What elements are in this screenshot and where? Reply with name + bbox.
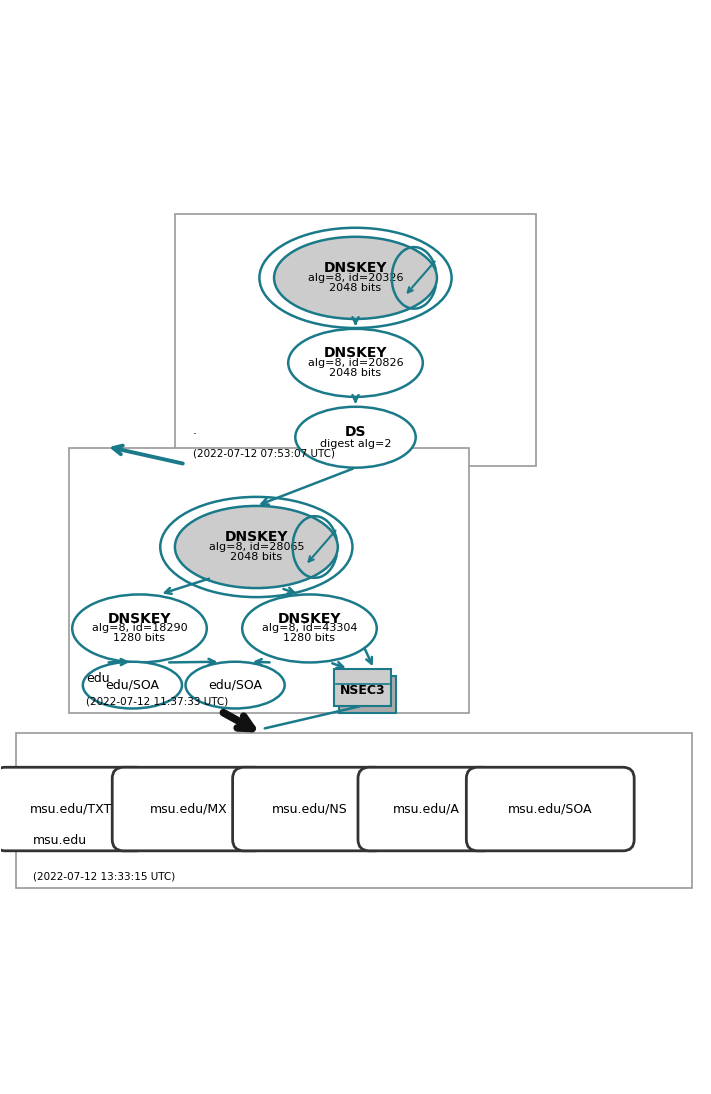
Text: alg=8, id=43304: alg=8, id=43304 <box>262 624 357 633</box>
Text: DNSKEY: DNSKEY <box>324 346 387 360</box>
FancyBboxPatch shape <box>339 676 396 712</box>
Text: DS: DS <box>345 424 366 439</box>
Ellipse shape <box>83 662 182 709</box>
Text: msu.edu/NS: msu.edu/NS <box>272 803 348 815</box>
Text: msu.edu: msu.edu <box>33 835 87 847</box>
Ellipse shape <box>295 407 416 467</box>
Ellipse shape <box>274 236 437 319</box>
Text: edu/SOA: edu/SOA <box>208 678 262 691</box>
Text: edu: edu <box>86 672 110 685</box>
Ellipse shape <box>175 505 338 589</box>
Text: msu.edu/TXT: msu.edu/TXT <box>30 803 112 815</box>
Text: 1280 bits: 1280 bits <box>114 633 166 643</box>
Text: 1280 bits: 1280 bits <box>284 633 336 643</box>
Text: edu/SOA: edu/SOA <box>105 678 159 691</box>
Text: DNSKEY: DNSKEY <box>108 612 171 626</box>
FancyBboxPatch shape <box>175 214 536 466</box>
Ellipse shape <box>73 594 207 663</box>
Text: alg=8, id=28065: alg=8, id=28065 <box>208 542 304 552</box>
Text: DNSKEY: DNSKEY <box>225 531 288 544</box>
Text: digest alg=2: digest alg=2 <box>320 440 391 450</box>
Text: (2022-07-12 13:33:15 UTC): (2022-07-12 13:33:15 UTC) <box>33 871 176 882</box>
Text: .: . <box>193 424 197 438</box>
Text: msu.edu/SOA: msu.edu/SOA <box>508 803 592 815</box>
FancyBboxPatch shape <box>334 668 391 706</box>
Text: (2022-07-12 11:37:33 UTC): (2022-07-12 11:37:33 UTC) <box>86 697 229 707</box>
Text: (2022-07-12 07:53:07 UTC): (2022-07-12 07:53:07 UTC) <box>193 449 335 458</box>
FancyBboxPatch shape <box>0 767 148 851</box>
Text: 2048 bits: 2048 bits <box>230 551 282 562</box>
FancyBboxPatch shape <box>69 447 469 713</box>
Text: alg=8, id=18290: alg=8, id=18290 <box>92 624 187 633</box>
Text: DNSKEY: DNSKEY <box>278 612 341 626</box>
Text: msu.edu/MX: msu.edu/MX <box>150 803 228 815</box>
Text: alg=8, id=20326: alg=8, id=20326 <box>308 272 403 283</box>
Ellipse shape <box>186 662 284 709</box>
Text: msu.edu/A: msu.edu/A <box>393 803 460 815</box>
FancyBboxPatch shape <box>16 733 692 888</box>
Ellipse shape <box>242 594 377 663</box>
FancyBboxPatch shape <box>232 767 386 851</box>
Text: alg=8, id=20826: alg=8, id=20826 <box>308 358 403 368</box>
Text: 2048 bits: 2048 bits <box>329 368 382 377</box>
Text: DNSKEY: DNSKEY <box>324 261 387 275</box>
FancyBboxPatch shape <box>112 767 266 851</box>
Text: 2048 bits: 2048 bits <box>329 282 382 293</box>
Ellipse shape <box>288 329 423 397</box>
FancyBboxPatch shape <box>358 767 495 851</box>
FancyBboxPatch shape <box>466 767 634 851</box>
Text: NSEC3: NSEC3 <box>340 684 385 697</box>
